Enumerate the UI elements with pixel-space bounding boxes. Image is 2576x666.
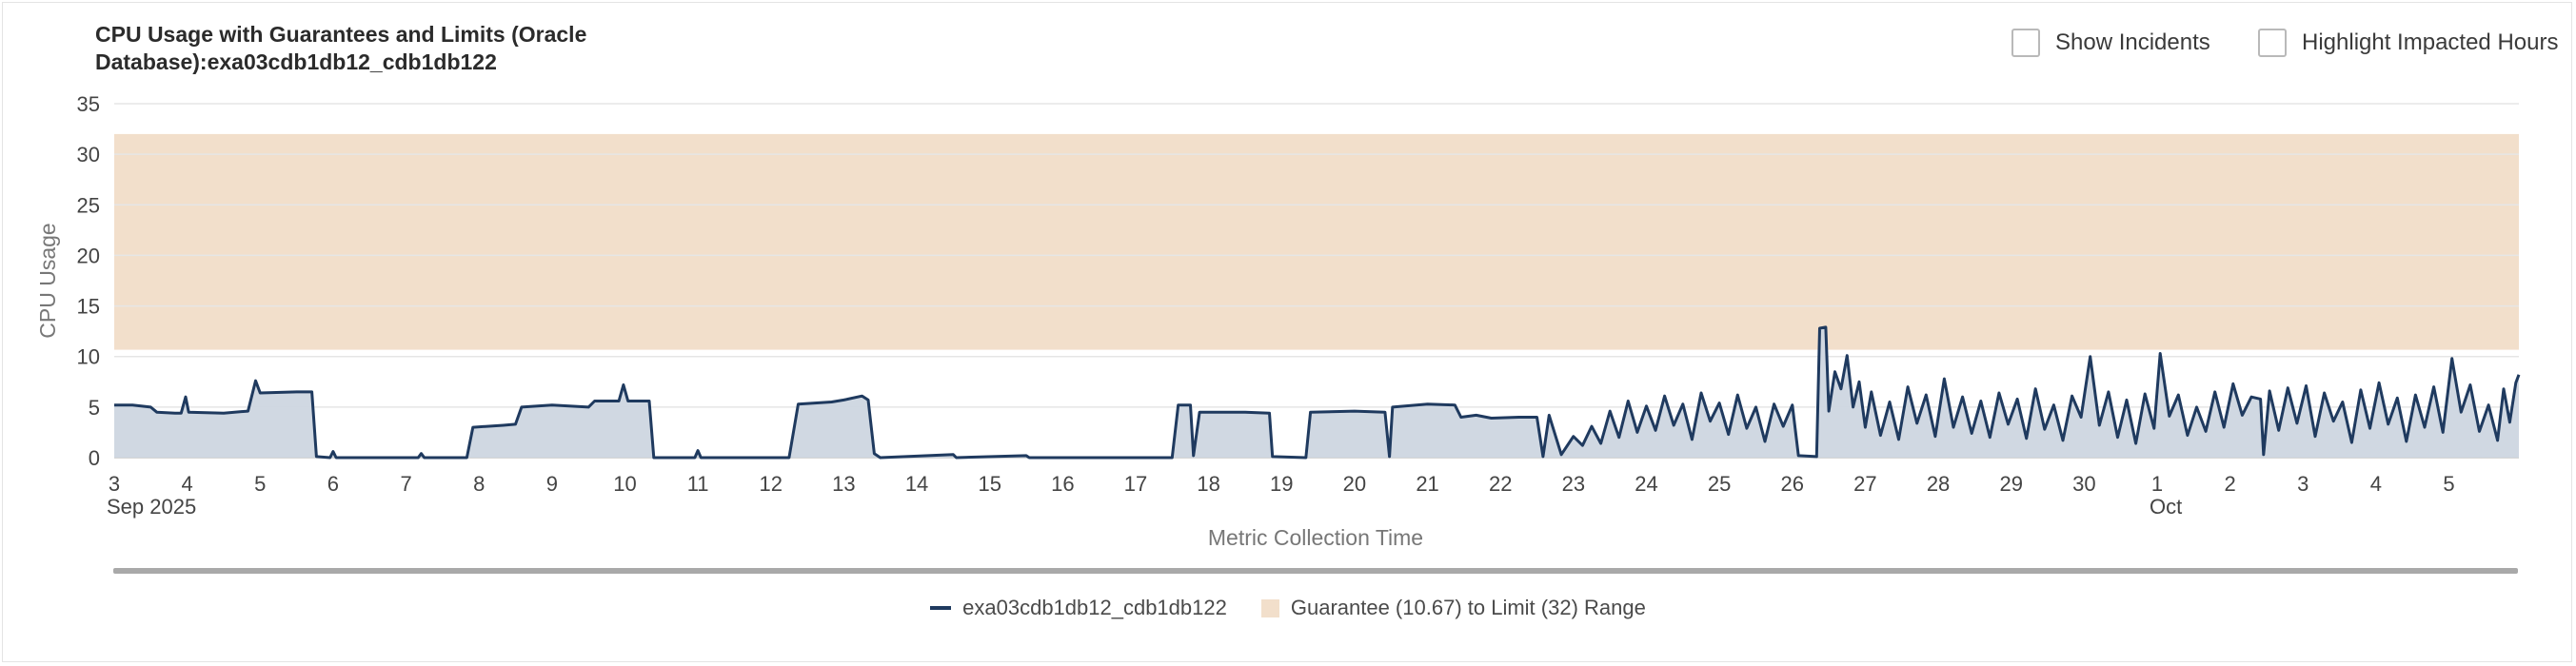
x-tick-sublabel: Oct xyxy=(2150,495,2182,519)
x-tick-label: 7 xyxy=(400,472,411,496)
x-tick-label: 2 xyxy=(2224,472,2235,496)
x-tick-label: 4 xyxy=(2370,472,2382,496)
x-tick-label: 23 xyxy=(1562,472,1585,496)
x-tick-label: 29 xyxy=(1999,472,2022,496)
legend-line-swatch xyxy=(930,606,952,610)
x-tick-label: 5 xyxy=(2443,472,2454,496)
y-tick-label: 25 xyxy=(77,193,100,217)
x-tick-label: 19 xyxy=(1270,472,1293,496)
x-tick-label: 17 xyxy=(1124,472,1147,496)
highlight-impacted-hours-label: Highlight Impacted Hours xyxy=(2302,29,2559,55)
y-tick-label: 20 xyxy=(77,244,100,267)
time-range-scrollbar[interactable] xyxy=(113,568,2518,574)
x-axis-label: Metric Collection Time xyxy=(1208,525,1423,550)
x-tick-label: 1 xyxy=(2151,472,2163,496)
legend-series-label: exa03cdb1db12_cdb1db122 xyxy=(962,596,1227,619)
x-tick-label: 15 xyxy=(978,472,1001,496)
x-tick-label: 3 xyxy=(2297,472,2308,496)
legend-band-label: Guarantee (10.67) to Limit (32) Range xyxy=(1290,596,1646,619)
chart-title-line1: CPU Usage with Guarantees and Limits (Or… xyxy=(95,22,587,47)
show-incidents-label: Show Incidents xyxy=(2055,29,2210,55)
x-tick-label: 21 xyxy=(1416,472,1438,496)
y-tick-label: 10 xyxy=(77,345,100,369)
x-tick-label: 10 xyxy=(613,472,636,496)
highlight-impacted-hours-checkbox[interactable]: Highlight Impacted Hours xyxy=(2258,29,2558,57)
y-tick-label: 0 xyxy=(89,446,100,470)
chart-title: CPU Usage with Guarantees and Limits (Or… xyxy=(95,21,666,76)
x-tick-label: 9 xyxy=(546,472,558,496)
x-tick-label: 6 xyxy=(327,472,339,496)
y-tick-label: 30 xyxy=(77,143,100,166)
legend-item-band[interactable]: Guarantee (10.67) to Limit (32) Range xyxy=(1260,596,1646,620)
y-tick-label: 15 xyxy=(77,295,100,319)
chart-title-line2: Database):exa03cdb1db12_cdb1db122 xyxy=(95,49,497,74)
x-tick-label: 24 xyxy=(1635,472,1657,496)
y-tick-label: 5 xyxy=(89,396,100,420)
x-tick-label: 16 xyxy=(1051,472,1074,496)
x-tick-label: 18 xyxy=(1197,472,1219,496)
x-tick-label: 27 xyxy=(1853,472,1876,496)
y-axis-label: CPU Usage xyxy=(35,223,60,338)
x-tick-label: 12 xyxy=(760,472,783,496)
x-tick-label: 5 xyxy=(254,472,266,496)
x-tick-label: 20 xyxy=(1343,472,1366,496)
x-tick-label: 13 xyxy=(832,472,855,496)
series-line xyxy=(114,325,2521,460)
guarantee-limit-band xyxy=(114,133,2519,350)
show-incidents-box[interactable] xyxy=(2011,29,2040,57)
x-tick-label: 30 xyxy=(2072,472,2095,496)
x-tick-label: 25 xyxy=(1708,472,1731,496)
x-tick-label: 4 xyxy=(182,472,193,496)
show-incidents-checkbox[interactable]: Show Incidents xyxy=(2011,29,2210,57)
x-tick-label: 11 xyxy=(687,472,709,496)
chart-legend: exa03cdb1db12_cdb1db122 Guarantee (10.67… xyxy=(0,596,2576,620)
x-tick-label: 22 xyxy=(1489,472,1512,496)
y-tick-label: 35 xyxy=(77,92,100,116)
x-tick-label: 8 xyxy=(473,472,485,496)
x-tick-label: 3 xyxy=(109,472,120,496)
x-tick-sublabel: Sep 2025 xyxy=(107,495,196,519)
series-area xyxy=(114,326,2519,458)
legend-band-swatch xyxy=(1260,598,1279,617)
x-tick-label: 14 xyxy=(905,472,928,496)
x-tick-label: 28 xyxy=(1927,472,1950,496)
x-tick-label: 26 xyxy=(1781,472,1804,496)
highlight-impacted-hours-box[interactable] xyxy=(2258,29,2287,57)
legend-item-series[interactable]: exa03cdb1db12_cdb1db122 xyxy=(930,596,1227,620)
